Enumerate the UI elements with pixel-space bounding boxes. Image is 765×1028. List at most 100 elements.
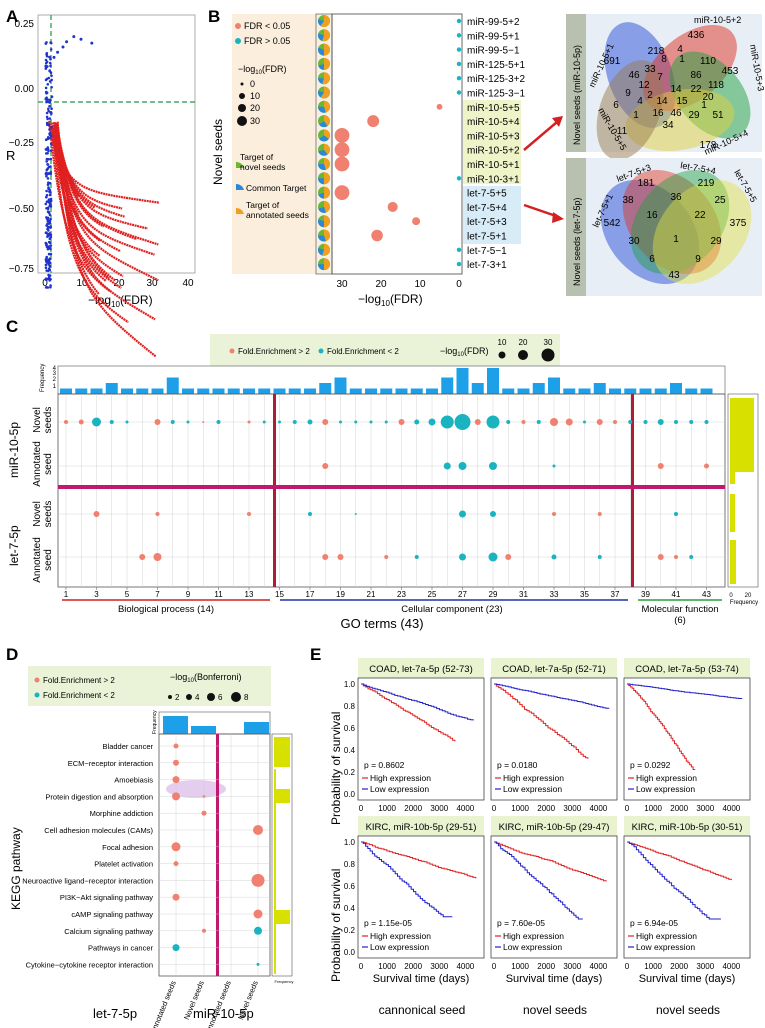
blue-point xyxy=(50,112,53,115)
c-dot-teal xyxy=(552,464,556,468)
survival-ytick: 0.6 xyxy=(344,882,356,891)
blue-point xyxy=(72,35,76,39)
survival-ytick: 0.0 xyxy=(344,948,356,957)
c-dot-teal xyxy=(490,511,496,517)
venn2-set3 xyxy=(630,170,730,274)
c-xtick: 9 xyxy=(186,590,191,599)
red-point-trail xyxy=(50,122,124,278)
red-point-trail xyxy=(48,120,111,292)
c-row-label: Novelseeds xyxy=(32,501,54,528)
blue-point xyxy=(49,71,53,75)
venn-count: 33 xyxy=(644,64,656,75)
c-xlabel: GO terms (43) xyxy=(340,616,423,631)
venn-count: 1 xyxy=(701,100,707,111)
venn-count: 86 xyxy=(690,70,702,81)
venn-count: 6 xyxy=(613,100,619,111)
pie-wedge-common xyxy=(317,33,324,42)
panel-a: A R 0.25 0.00 −0.25 −0.50 −0.75 0 10 20 … xyxy=(6,7,196,358)
c-xtick: 35 xyxy=(580,590,589,599)
arrow-head xyxy=(552,212,564,223)
blue-point xyxy=(49,284,52,287)
d-dot-teal xyxy=(254,926,262,935)
c-freq-bar xyxy=(670,383,682,394)
legend-high: High expression xyxy=(370,773,431,783)
d-side-bar xyxy=(274,837,276,937)
survival-title: COAD, let-7a-5p (53-74) xyxy=(635,664,738,675)
panel-b-dot-teal xyxy=(456,18,462,24)
survival-frame xyxy=(490,677,618,801)
panel-b-dot-red xyxy=(334,142,350,158)
venn-count: 43 xyxy=(668,270,680,281)
survival-frame xyxy=(490,835,618,959)
survival-xtick: 2000 xyxy=(537,804,555,813)
venn-let7: Novel seeds (let-7-5p) let-7-5+1 let-7-5… xyxy=(566,158,762,296)
survival-xtick: 2000 xyxy=(670,962,688,971)
c-dot-red xyxy=(202,421,205,423)
c-freq-bar xyxy=(197,388,210,394)
c-xtick: 23 xyxy=(397,590,406,599)
d-pathway-label: Neuroactive ligand−receptor interaction xyxy=(22,876,153,885)
blue-point xyxy=(45,216,48,219)
panel-d-legend-bg xyxy=(28,666,271,706)
pie-wedge-annotated xyxy=(320,14,331,27)
d-dot-teal xyxy=(172,944,180,952)
survival-xlabel: Survival time (days) xyxy=(373,973,470,985)
pie-wedge-common xyxy=(317,219,324,228)
panel-b-row-label: let-7-5+3 xyxy=(467,217,507,228)
size-dot xyxy=(207,693,215,701)
venn-count: 25 xyxy=(714,195,726,206)
d-pathway-label: PI3K−Akt signaling pathway xyxy=(60,893,153,902)
venn-count: 46 xyxy=(670,108,682,119)
blue-point xyxy=(45,174,48,178)
panel-b-row-label: miR-99-5+1 xyxy=(467,31,520,42)
c-dot-red xyxy=(613,420,617,424)
size-label: 8 xyxy=(244,693,249,702)
arrow-head xyxy=(552,116,563,127)
d-dot-teal xyxy=(256,962,260,966)
survival-xtick: 3000 xyxy=(696,804,714,813)
pie-wedge-common xyxy=(318,192,324,199)
c-freq-bar xyxy=(365,388,377,394)
blue-point xyxy=(47,273,50,277)
blue-point xyxy=(47,269,50,273)
blue-point xyxy=(49,171,53,174)
panel-b-xlabel: −log10(FDR) xyxy=(358,292,423,308)
e-ylabel-top: Probability of survival xyxy=(329,712,343,825)
d-dot-red xyxy=(172,776,180,784)
venn-count: 20 xyxy=(702,92,714,103)
c-freq-bar xyxy=(90,388,103,394)
blue-point xyxy=(48,100,51,104)
c-freq-bar xyxy=(441,377,454,394)
blue-point xyxy=(48,61,52,65)
survival-curve-low xyxy=(494,683,610,709)
d-side-bar xyxy=(274,789,290,803)
pie-wedge-common xyxy=(317,247,324,256)
panel-a-xlabel: −log10(FDR) xyxy=(88,293,153,309)
c-dot-red xyxy=(322,463,329,469)
d-dot-red xyxy=(202,795,206,798)
blue-point xyxy=(44,67,48,70)
pie-wedge-annotated xyxy=(324,258,330,271)
red-point-trail xyxy=(55,124,159,246)
venn1-side-label: Novel seeds (miR-10-5p) xyxy=(572,45,582,145)
venn-count: 22 xyxy=(690,84,702,95)
survival-title-bg xyxy=(491,816,617,836)
pie-wedge-common xyxy=(319,121,328,128)
ytick: −0.25 xyxy=(9,138,35,149)
blue-point xyxy=(48,117,52,120)
blue-point xyxy=(46,137,50,141)
survival-pvalue: p = 6.94e-05 xyxy=(630,918,678,928)
venn-count: 29 xyxy=(710,236,722,247)
size-label: 30 xyxy=(544,338,553,347)
d-dot-red xyxy=(201,810,207,816)
survival-frame xyxy=(357,677,485,801)
xtick: 10 xyxy=(414,279,426,290)
venn-count: 15 xyxy=(676,96,688,107)
xtick: 0 xyxy=(42,278,48,289)
survival-frame xyxy=(623,835,751,959)
blue-point xyxy=(47,109,50,113)
blue-point xyxy=(50,78,53,82)
legend-dot-red xyxy=(34,677,40,683)
blue-point xyxy=(46,235,49,238)
d-pathway-label: Protein digestion and absorption xyxy=(45,792,153,801)
